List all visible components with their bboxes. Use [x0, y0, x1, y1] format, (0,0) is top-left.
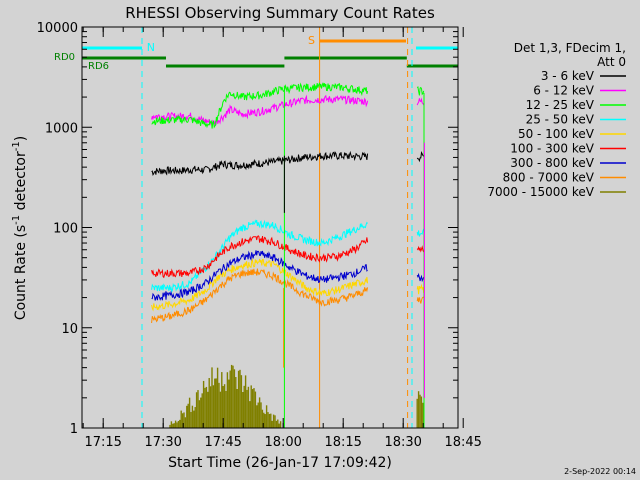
- x-axis: 17:15 17:30 17:45 18:00 18:15 18:30 18:45: [82, 27, 482, 450]
- series-line-5: [151, 258, 369, 312]
- series-line-6-post-gap: [416, 245, 425, 253]
- legend-header-line2: Att 0: [597, 55, 626, 69]
- series-line-4-post-gap: [416, 228, 425, 237]
- flag-rd0-label: RD0: [54, 52, 75, 63]
- y-tick-label: 100: [53, 222, 78, 237]
- series-line-1: [151, 150, 369, 176]
- y-tick-label: 1: [70, 422, 78, 437]
- chart-title: RHESSI Observing Summary Count Rates: [125, 4, 435, 22]
- series-line-3: [151, 82, 369, 129]
- y-label-exp1: -1: [11, 215, 22, 225]
- series-line-7: [151, 250, 368, 301]
- x-tick-label: 18:30: [384, 435, 421, 450]
- series-line-7-post-gap: [416, 272, 425, 283]
- legend-entry-label: 100 - 300 keV: [510, 142, 594, 156]
- flag-rd6-label: RD6: [88, 61, 109, 72]
- x-axis-label: Start Time (26-Jan-17 17:09:42): [168, 455, 392, 471]
- y-axis-label: Count Rate (s-1 detector-1): [11, 136, 29, 320]
- series-line-5-post-gap: [416, 283, 425, 295]
- y-label-end: ): [13, 136, 29, 141]
- x-tick-label: 17:45: [204, 435, 241, 450]
- series-group: [151, 82, 425, 324]
- series-line-2: [151, 94, 369, 127]
- legend-entry-label: 12 - 25 keV: [526, 98, 595, 112]
- series-line-1-post-gap: [416, 151, 425, 163]
- legend-entry-label: 25 - 50 keV: [526, 113, 595, 127]
- legend-entry-label: 3 - 6 keV: [541, 69, 595, 83]
- y-label-base: Count Rate (s: [13, 225, 29, 320]
- series-line-6: [151, 235, 369, 279]
- legend-entry-label: 6 - 12 keV: [533, 84, 595, 98]
- flag-s-label: S: [308, 34, 315, 47]
- y-label-mid: detector: [13, 151, 29, 215]
- legend-entry-label: 7000 - 15000 keV: [487, 185, 594, 199]
- legend-entry-label: 800 - 7000 keV: [503, 171, 595, 185]
- legend-entry-label: 300 - 800 keV: [510, 156, 594, 170]
- x-tick-label: 18:00: [264, 435, 301, 450]
- y-tick-label: 10: [61, 322, 78, 337]
- series-line-2-post-gap: [416, 97, 425, 106]
- x-tick-label: 18:45: [444, 435, 481, 450]
- series-line-3-post-gap: [416, 85, 425, 96]
- legend-header-line1: Det 1,3, FDecim 1,: [514, 41, 626, 55]
- x-tick-label: 17:30: [144, 435, 181, 450]
- x-tick-label: 17:15: [84, 435, 121, 450]
- y-label-exp2: -1: [11, 141, 22, 151]
- y-axis: 1 10 100 1000 10000: [37, 21, 458, 437]
- x-tick-label: 18:15: [324, 435, 361, 450]
- series-line-8: [151, 268, 369, 324]
- y-tick-label: 10000: [37, 21, 78, 36]
- legend-entry-label: 50 - 100 keV: [518, 127, 595, 141]
- flag-n-label: N: [147, 41, 155, 54]
- footer-date: 2-Sep-2022 00:14: [564, 467, 636, 476]
- extra-marks-group: [169, 85, 425, 428]
- series-line-4: [151, 219, 368, 293]
- y-tick-label: 1000: [45, 121, 78, 136]
- series-line-8-post-gap: [416, 296, 424, 304]
